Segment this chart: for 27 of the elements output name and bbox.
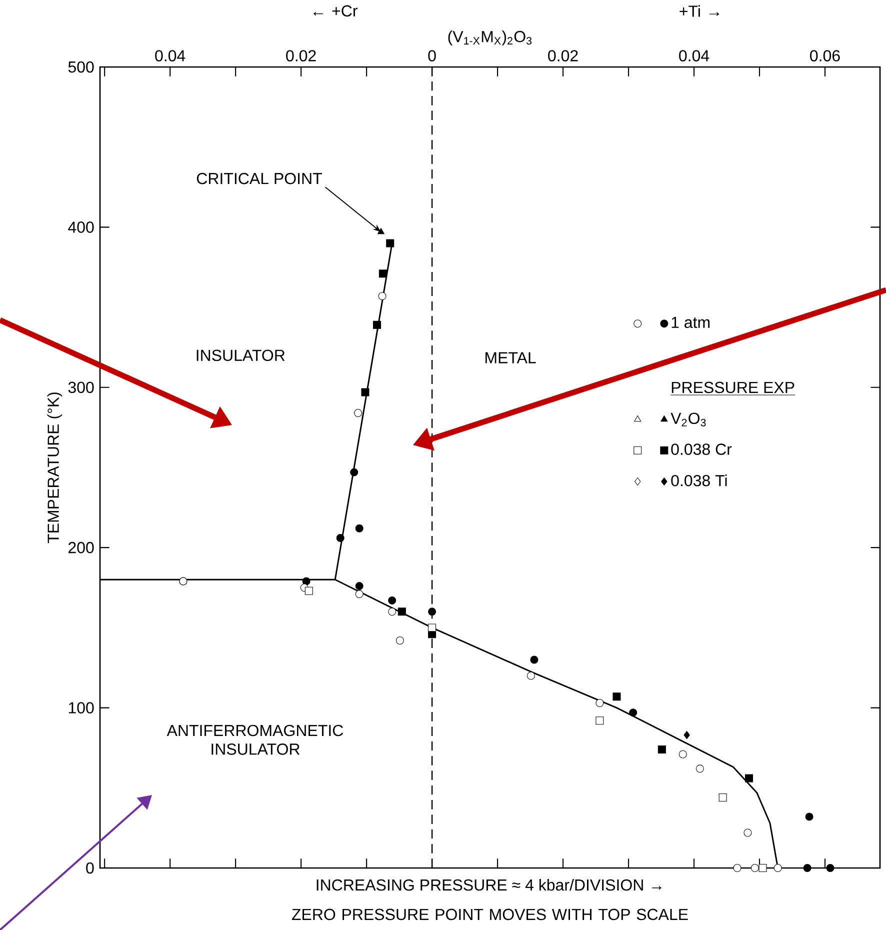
y-axis-title: TEMPERATURE (°K)	[47, 392, 62, 544]
chart-title: (V$_{1-X}$M$_{X}$)$_{2}$O$_{3}$	[448, 30, 532, 46]
y-tick-label: 500	[68, 61, 94, 73]
y-tick-label: 100	[68, 702, 94, 714]
x-tick-label: 0.04	[155, 50, 186, 62]
annotation: INSULATOR	[196, 350, 285, 362]
legend-label: 1 atm	[672, 316, 710, 328]
y-tick-label: 400	[68, 222, 94, 233]
text: +Ti →	[680, 5, 720, 17]
text: ← +Cr	[313, 5, 358, 17]
x-tick-label: 0.02	[286, 50, 316, 62]
annotation: ANTIFERROMAGNETIC INSULATOR	[166, 724, 344, 755]
legend-title: PRESSURE EXP	[672, 382, 794, 394]
y-tick-label: 300	[68, 382, 94, 394]
legend-label: V$_{2}$O$_{3}$	[670, 412, 706, 426]
legend-label: 0.038 Cr	[671, 444, 732, 455]
annotation: METAL	[486, 352, 536, 364]
x-tick-label: 0.04	[679, 50, 710, 62]
x-axis-title: INCREASING PRESSURE ≈ 4 kbar/DIVISION →	[316, 878, 662, 891]
annotation: CRITICAL POINT	[196, 172, 322, 184]
x-tick-label: 0.02	[548, 50, 578, 62]
x-tick-label: 0	[428, 50, 436, 62]
y-tick-label: 0	[86, 862, 94, 874]
text: ZERO PRESSURE POINT MOVES WITH TOP SCALE	[292, 908, 688, 920]
y-tick-label: 200	[68, 542, 94, 554]
x-tick-label: 0.06	[810, 50, 840, 62]
legend-label: 0.038 Ti	[671, 474, 727, 486]
